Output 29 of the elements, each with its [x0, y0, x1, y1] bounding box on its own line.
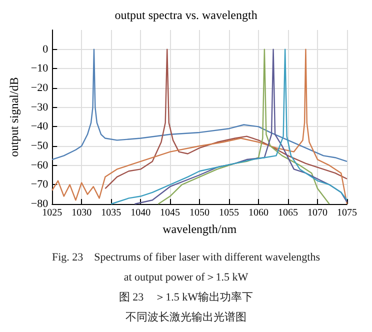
- x-tick-label: 1065: [278, 208, 298, 218]
- y-axis-title: output signal/dB: [7, 77, 21, 157]
- y-tick-label: −20: [30, 82, 49, 94]
- y-tick-label: −50: [30, 140, 49, 152]
- x-tick-label: 1050: [190, 208, 210, 218]
- line-series: [52, 48, 348, 162]
- y-tick-label: −60: [30, 159, 49, 172]
- text: at output power of＞1.5 kW: [124, 272, 249, 284]
- x-tick-label: 1045: [160, 208, 180, 218]
- text: 不同波长激光输出光谱图: [126, 310, 246, 324]
- x-tick-label: 1025: [42, 208, 62, 218]
- y-tick-label: −80: [30, 198, 49, 210]
- y-tick-label: −10: [30, 62, 49, 75]
- caption: 图 23 ＞1.5 kW输出功率下: [118, 290, 254, 304]
- caption: Fig. 23 Spectrums of fiber laser with different wavelengths: [52, 252, 320, 264]
- x-tick-label: 1075: [337, 208, 357, 218]
- y-tick-label: −70: [30, 178, 49, 191]
- chart-title: output spectra vs. wavelength: [114, 8, 258, 22]
- x-tick-label: 1030: [72, 208, 92, 218]
- x-tick-label: 1060: [248, 208, 269, 218]
- x-tick-label: 1070: [308, 208, 328, 218]
- x-tick-label: 1055: [219, 208, 240, 218]
- y-tick-label: −40: [30, 120, 49, 133]
- line-series: [158, 48, 330, 205]
- y-tick-label: 0: [42, 43, 49, 56]
- x-tick-label: 1040: [130, 208, 151, 218]
- x-axis-title: wavelength/nm: [162, 222, 238, 236]
- x-tick-label: 1035: [101, 208, 122, 218]
- y-tick-label: −30: [30, 101, 49, 114]
